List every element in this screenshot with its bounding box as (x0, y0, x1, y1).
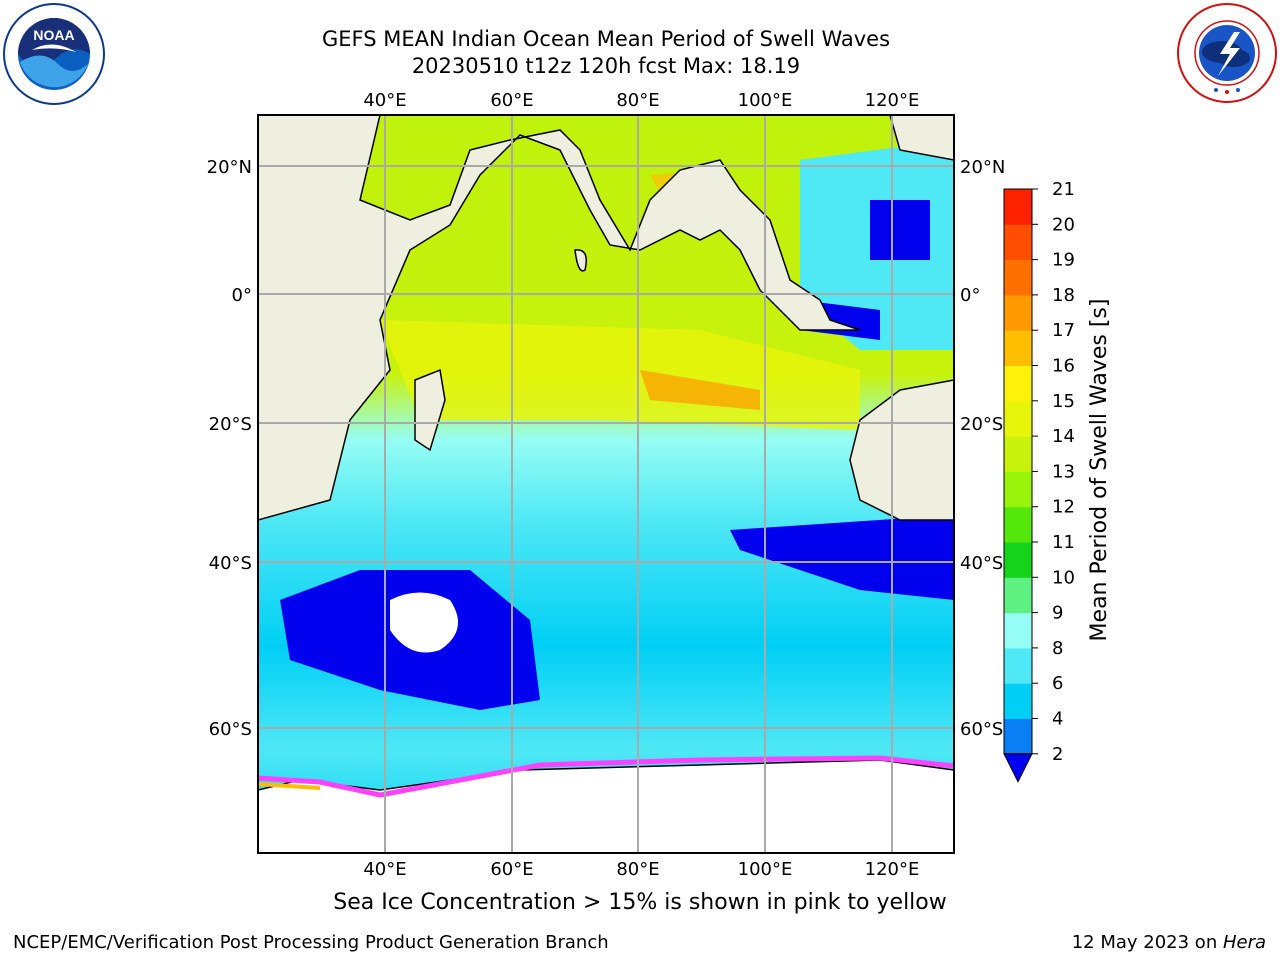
map-frame (257, 114, 955, 854)
swell-max-area (640, 370, 760, 410)
left-lat-label: 60°S (209, 719, 252, 740)
bottom-lon-label: 100°E (738, 859, 793, 880)
land-madagascar (414, 368, 446, 452)
colorbar-segment (1004, 471, 1032, 508)
top-lon-label: 100°E (738, 90, 793, 111)
map-title: GEFS MEAN Indian Ocean Mean Period of Sw… (321, 27, 891, 51)
colorbar-segment (1004, 577, 1032, 614)
colorbar-tick-label: 2 (1052, 744, 1063, 765)
right-lat-label: 40°S (960, 553, 1003, 574)
sea-ice-edge (258, 755, 954, 798)
left-lat-label: 0° (232, 285, 252, 306)
tick-labels: 40°E 60°E 80°E 100°E 120°E 40°E 60°E 80°… (207, 90, 1006, 880)
colorbar-segment (1004, 400, 1032, 437)
right-lat-label: 0° (960, 285, 980, 306)
colorbar-segment (1004, 259, 1032, 296)
top-lon-label: 80°E (616, 90, 659, 111)
colorbar-tick-label: 13 (1052, 461, 1075, 482)
land-australia (849, 379, 954, 521)
noaa-logo-text: NOAA (33, 27, 74, 43)
colorbar-segment (1004, 330, 1032, 366)
sea-ice-note: Sea Ice Concentration > 15% is shown in … (333, 890, 947, 915)
land-sri-lanka (574, 249, 587, 272)
colorbar-segment (1004, 542, 1032, 578)
colorbar-segment (1004, 612, 1032, 649)
colorbar-tick-label: 17 (1052, 320, 1075, 341)
left-lat-label: 40°S (209, 553, 252, 574)
graticule (258, 115, 954, 853)
colorbar: 2 4 6 8 9 10 11 12 13 14 15 16 17 18 19 20 21 (1003, 179, 1075, 783)
right-lat-label: 20°N (960, 157, 1005, 178)
colorbar-tick-label: 4 (1052, 709, 1063, 730)
colorbar-tick-label: 16 (1052, 356, 1075, 377)
top-lon-label: 40°E (363, 90, 406, 111)
colorbar-segment (1004, 436, 1032, 472)
land-china (889, 115, 954, 161)
colorbar-tick-label: 12 (1052, 497, 1075, 518)
footer-date-text: 12 May 2023 on (1071, 932, 1223, 953)
south-china-sea-low (870, 200, 930, 260)
top-lon-label: 60°E (490, 90, 533, 111)
colorbar-tick-label: 20 (1052, 214, 1075, 235)
colorbar-tick-label: 18 (1052, 285, 1075, 306)
colorbar-segment (1004, 189, 1032, 225)
colorbar-tick-label: 15 (1052, 391, 1075, 412)
colorbar-tick-label: 9 (1052, 603, 1063, 624)
colorbar-label: Mean Period of Swell Waves [s] (1087, 299, 1112, 642)
nws-logo (1177, 3, 1277, 103)
colorbar-tick-label: 10 (1052, 567, 1075, 588)
right-lat-label: 20°S (960, 414, 1003, 435)
bottom-lon-label: 80°E (616, 859, 659, 880)
footer-credit: NCEP/EMC/Verification Post Processing Pr… (13, 932, 609, 953)
sea-ice-edge-yellow (258, 782, 321, 790)
colorbar-tick-label: 8 (1052, 638, 1063, 659)
colorbar-extend-arrow (1003, 753, 1033, 783)
map-area (258, 115, 954, 853)
colorbar-segment (1004, 294, 1032, 331)
bottom-lon-label: 120°E (865, 859, 920, 880)
colorbar-tick-label: 6 (1052, 673, 1063, 694)
bottom-lon-label: 40°E (363, 859, 406, 880)
colorbar-segment (1004, 506, 1032, 543)
footer-host: Hera (1222, 932, 1266, 953)
colorbar-tick-label: 11 (1052, 532, 1075, 553)
colorbar-segment (1004, 718, 1032, 755)
ice-island-region (390, 592, 458, 653)
colorbar-segment (1004, 683, 1032, 719)
colorbar-segment (1004, 365, 1032, 402)
colorbar-segment (1004, 224, 1032, 261)
top-lon-label: 120°E (865, 90, 920, 111)
bottom-lon-label: 60°E (490, 859, 533, 880)
colorbar-tick-label: 21 (1052, 179, 1075, 200)
colorbar-tick-label: 19 (1052, 250, 1075, 271)
colorbar-tick-label: 14 (1052, 426, 1075, 447)
colorbar-segment (1004, 647, 1032, 684)
noaa-logo: NOAA (3, 3, 105, 105)
left-lat-label: 20°S (209, 414, 252, 435)
left-lat-label: 20°N (207, 157, 252, 178)
land-africa-asia (258, 115, 861, 521)
map-subtitle: 20230510 t12z 120h fcst Max: 18.19 (411, 54, 801, 78)
australia-south-low-area (730, 515, 954, 600)
right-lat-label: 60°S (960, 719, 1003, 740)
footer-date: 12 May 2023 on Hera (1072, 932, 1266, 953)
